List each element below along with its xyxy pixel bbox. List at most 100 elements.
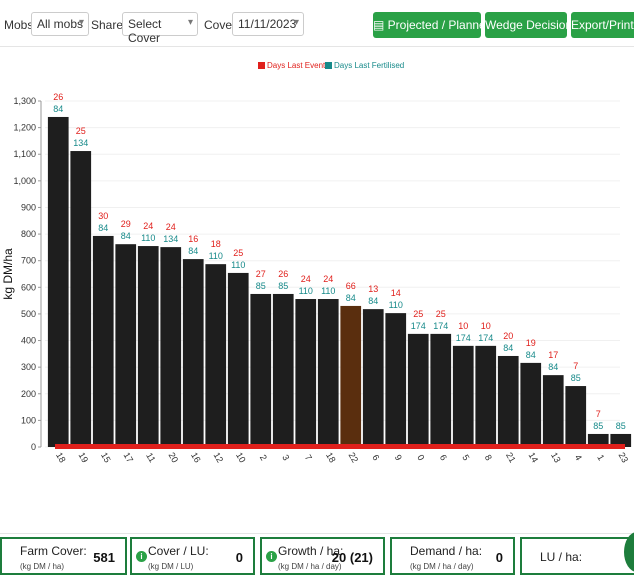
x-tick-label: 21 <box>504 451 518 465</box>
stat-unit: (kg DM / ha / day) <box>410 562 474 571</box>
chart-panel: Days Last Event Days Last Fertilised kg DM… <box>0 46 634 534</box>
stat-title: LU / ha: <box>540 550 583 564</box>
event-label: 14 <box>391 288 401 298</box>
fert-label: 84 <box>121 231 131 241</box>
legend-label: Days Last Event <box>267 61 326 70</box>
bar <box>385 313 407 447</box>
export-button[interactable]: Export/Print ▾ <box>571 12 634 38</box>
bar <box>182 259 204 447</box>
cover-label: Cover: <box>204 18 240 32</box>
event-label: 26 <box>53 92 63 102</box>
x-tick-label: 4 <box>573 453 584 462</box>
fert-label: 84 <box>368 296 378 306</box>
legend-label: Days Last Fertilised <box>334 61 404 70</box>
fert-label: 85 <box>593 421 603 431</box>
fert-label: 110 <box>389 300 403 310</box>
stat-title: Cover / LU: <box>148 544 209 558</box>
x-tick-label: 17 <box>122 451 136 465</box>
y-tick-label: 900 <box>21 202 36 212</box>
event-label: 13 <box>368 284 378 294</box>
y-tick-label: 400 <box>21 336 36 346</box>
stat-value: 0 <box>235 550 243 565</box>
x-tick-label: 7 <box>303 453 314 462</box>
bar <box>475 345 497 447</box>
x-tick-label: 2 <box>258 453 269 462</box>
fert-label: 84 <box>346 293 356 303</box>
stat-unit: (kg DM / ha / day) <box>278 562 342 571</box>
bar <box>542 375 564 447</box>
stat-title: Farm Cover: <box>20 544 87 558</box>
fert-label: 174 <box>456 333 471 343</box>
event-label: 25 <box>76 126 86 136</box>
event-label: 10 <box>481 321 491 331</box>
x-tick-label: 0 <box>415 453 426 462</box>
planner-button[interactable]: ▤ Projected / Planner <box>373 12 481 38</box>
fert-label: 84 <box>188 246 198 256</box>
toolbar: Mobs: All mobs Shared: Select Cover Cove… <box>0 0 634 46</box>
fert-label: 85 <box>571 373 581 383</box>
event-label: 17 <box>548 350 558 360</box>
fert-label: 84 <box>503 343 513 353</box>
bar <box>520 362 542 447</box>
stat-value: 20 (21) <box>331 550 373 565</box>
x-tick-label: 12 <box>212 451 226 465</box>
event-label: 18 <box>211 239 221 249</box>
fert-label: 174 <box>411 321 426 331</box>
x-tick-label: 10 <box>234 451 248 465</box>
bar <box>407 333 429 447</box>
fert-label: 110 <box>321 286 335 296</box>
fert-label: 110 <box>141 233 155 243</box>
y-axis-label: kg DM/ha <box>1 248 15 300</box>
fert-label: 174 <box>478 333 493 343</box>
stat-card: i Cover / LU: (kg DM / LU) 0 <box>130 537 255 575</box>
bar <box>610 433 632 447</box>
y-tick-label: 800 <box>21 229 36 239</box>
x-tick-label: 16 <box>189 451 203 465</box>
x-tick-label: 13 <box>549 451 563 465</box>
mobs-select[interactable]: All mobs <box>31 12 89 36</box>
stat-card: Farm Cover: (kg DM / ha) 581 <box>0 537 127 575</box>
info-icon[interactable]: i <box>136 551 147 562</box>
cover-select[interactable]: 11/11/2023 <box>232 12 304 36</box>
x-tick-label: 15 <box>99 451 113 465</box>
event-label: 19 <box>526 338 536 348</box>
bar <box>205 264 227 447</box>
event-label: 10 <box>458 321 468 331</box>
bar <box>70 151 92 447</box>
event-label: 25 <box>233 248 243 258</box>
bar <box>430 333 452 447</box>
fert-label: 134 <box>163 234 178 244</box>
stat-value: 0 <box>495 550 503 565</box>
legend-swatch <box>325 62 332 69</box>
bar <box>587 433 609 447</box>
stat-value: 581 <box>93 550 115 565</box>
event-label: 66 <box>346 281 356 291</box>
mobs-label: Mobs: <box>4 18 37 32</box>
stat-card: Demand / ha: (kg DM / ha / day) 0 <box>390 537 515 575</box>
button-text: Projected / Planner <box>387 18 481 32</box>
bar <box>497 355 519 447</box>
fert-label: 110 <box>231 260 245 270</box>
bar <box>362 309 384 447</box>
wedge-button[interactable]: Wedge Decisions <box>485 12 567 38</box>
fert-label: 84 <box>548 362 558 372</box>
bar <box>272 293 294 447</box>
chart: Days Last Event Days Last Fertilised kg DM… <box>1 61 632 465</box>
info-icon[interactable]: i <box>266 551 277 562</box>
help-button[interactable] <box>624 532 634 572</box>
event-label: 29 <box>121 219 131 229</box>
bar <box>137 246 159 447</box>
x-tick-label: 6 <box>438 453 449 462</box>
x-tick-label: 19 <box>77 451 91 465</box>
event-label: 20 <box>503 331 513 341</box>
bar <box>115 244 137 447</box>
shared-select[interactable]: Select Cover <box>122 12 198 45</box>
y-tick-label: 1,300 <box>13 96 36 106</box>
fert-label: 84 <box>98 223 108 233</box>
y-tick-label: 300 <box>21 362 36 372</box>
event-label: 30 <box>98 211 108 221</box>
y-tick-label: 100 <box>21 415 36 425</box>
x-tick-label: 18 <box>54 451 68 465</box>
y-tick-label: 1,000 <box>13 176 36 186</box>
x-tick-label: 3 <box>280 453 291 462</box>
